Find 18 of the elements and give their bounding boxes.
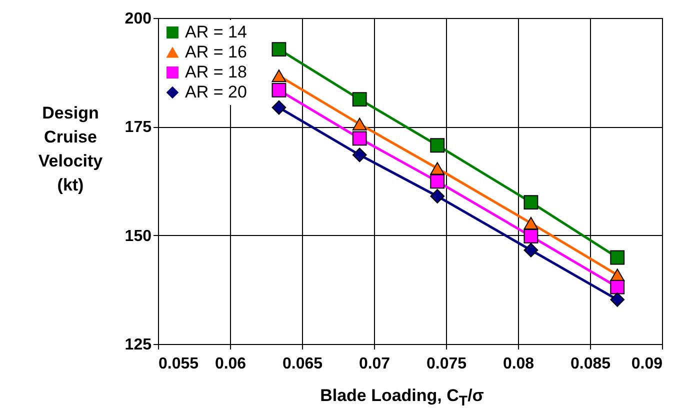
y-axis-title: Design Cruise Velocity (kt) (38, 104, 104, 194)
x-tick-label: 0.09 (631, 356, 663, 372)
x-tick-label: 0.08 (502, 356, 534, 372)
x-tick-label: 0.06 (214, 356, 246, 372)
legend-label: AR = 14 (185, 22, 247, 42)
x-tick-label: 0.07 (358, 356, 390, 372)
y-tick-label: 125 (124, 336, 152, 354)
legend-label: AR = 18 (185, 62, 247, 82)
y-tick-label: 175 (124, 119, 152, 136)
x-tick-label: 0.085 (570, 356, 611, 372)
y-tick-label: 200 (124, 10, 152, 28)
x-tick-label: 0.075 (426, 356, 467, 372)
legend-label: AR = 16 (185, 42, 247, 62)
x-axis-title: Blade Loading, C$_{T}$/σ (319, 386, 485, 410)
y-tick-label: 150 (124, 228, 152, 245)
legend-label: AR = 20 (185, 82, 247, 102)
x-tick-label: 0.065 (282, 356, 323, 372)
x-tick-label: 0.055 (158, 356, 199, 372)
